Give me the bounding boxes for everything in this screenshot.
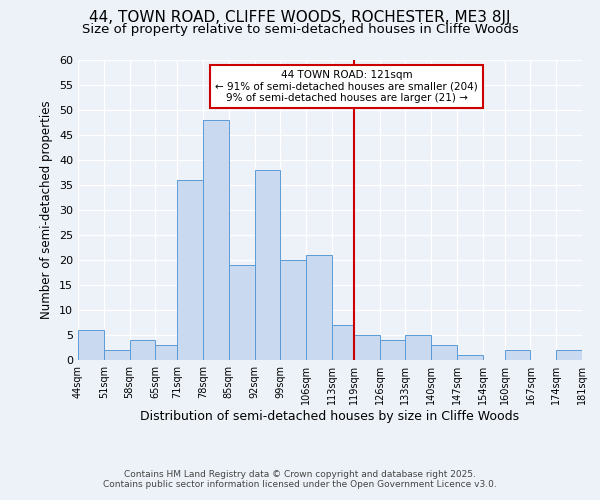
Text: Contains HM Land Registry data © Crown copyright and database right 2025.
Contai: Contains HM Land Registry data © Crown c… bbox=[103, 470, 497, 489]
Bar bbox=[104, 350, 130, 360]
Bar bbox=[354, 335, 380, 360]
Bar bbox=[457, 355, 482, 360]
Bar bbox=[332, 325, 354, 360]
Bar bbox=[178, 180, 203, 360]
Bar bbox=[155, 345, 178, 360]
Bar bbox=[254, 170, 280, 360]
Bar bbox=[380, 340, 406, 360]
Bar bbox=[280, 260, 306, 360]
X-axis label: Distribution of semi-detached houses by size in Cliffe Woods: Distribution of semi-detached houses by … bbox=[140, 410, 520, 422]
Y-axis label: Number of semi-detached properties: Number of semi-detached properties bbox=[40, 100, 53, 320]
Bar bbox=[203, 120, 229, 360]
Bar bbox=[556, 350, 582, 360]
Bar bbox=[431, 345, 457, 360]
Bar bbox=[78, 330, 104, 360]
Bar bbox=[229, 265, 254, 360]
Text: 44, TOWN ROAD, CLIFFE WOODS, ROCHESTER, ME3 8JJ: 44, TOWN ROAD, CLIFFE WOODS, ROCHESTER, … bbox=[89, 10, 511, 25]
Bar bbox=[406, 335, 431, 360]
Bar bbox=[505, 350, 530, 360]
Text: 44 TOWN ROAD: 121sqm
← 91% of semi-detached houses are smaller (204)
9% of semi-: 44 TOWN ROAD: 121sqm ← 91% of semi-detac… bbox=[215, 70, 478, 103]
Text: Size of property relative to semi-detached houses in Cliffe Woods: Size of property relative to semi-detach… bbox=[82, 22, 518, 36]
Bar bbox=[306, 255, 332, 360]
Bar bbox=[130, 340, 155, 360]
